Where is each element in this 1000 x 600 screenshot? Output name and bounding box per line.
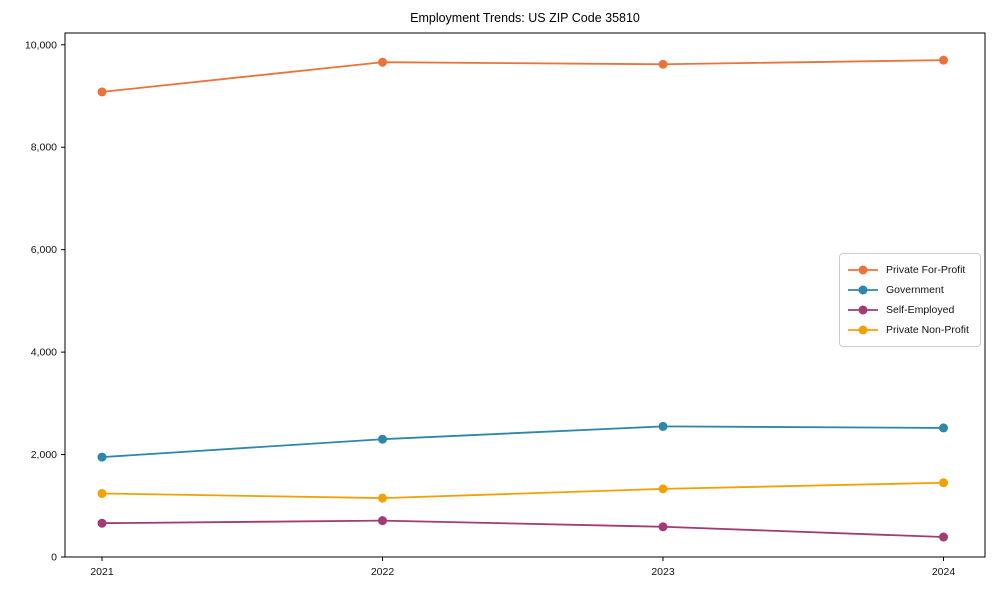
legend-label: Self-Employed	[886, 304, 955, 316]
legend-swatch-icon	[848, 265, 878, 275]
x-tick-label: 2023	[651, 566, 675, 578]
series-marker	[658, 59, 668, 69]
series-line	[101, 481, 945, 499]
y-tick-label: 2,000	[31, 449, 57, 461]
y-tick-label: 8,000	[31, 142, 57, 154]
chart-title: Employment Trends: US ZIP Code 35810	[410, 11, 640, 25]
x-tick-label: 2024	[932, 566, 956, 578]
series-line	[101, 519, 945, 538]
legend-item: Private For-Profit	[847, 260, 972, 280]
y-tick-label: 6,000	[31, 244, 57, 256]
legend-swatch-icon	[848, 285, 878, 295]
series-line	[101, 59, 945, 93]
legend-item: Government	[847, 280, 972, 300]
series-marker	[378, 516, 387, 526]
y-tick-label: 10,000	[25, 39, 57, 51]
legend-label: Private Non-Profit	[886, 324, 969, 336]
x-tick-label: 2021	[90, 566, 114, 578]
series-marker	[658, 484, 668, 494]
legend-swatch-icon	[848, 305, 878, 315]
series-marker	[378, 434, 387, 444]
y-tick-label: 0	[51, 552, 57, 564]
series-marker	[658, 421, 668, 431]
y-tick-label: 4,000	[31, 347, 57, 359]
series-marker	[97, 452, 107, 462]
series-marker	[939, 532, 948, 542]
series-marker	[939, 478, 948, 488]
legend-item: Private Non-Profit	[847, 320, 972, 340]
legend-item: Self-Employed	[847, 300, 972, 320]
legend-label: Government	[886, 284, 944, 296]
legend-label: Private For-Profit	[886, 264, 966, 276]
legend: Private For-Profit Government Self-Employe…	[839, 253, 981, 347]
series-marker	[97, 488, 107, 498]
series-marker	[939, 55, 948, 65]
x-tick-label: 2022	[371, 566, 395, 578]
series-marker	[939, 423, 948, 433]
series-marker	[658, 522, 668, 532]
series-marker	[97, 518, 107, 528]
series-marker	[378, 493, 387, 503]
series-line	[101, 425, 945, 459]
series-marker	[378, 57, 387, 67]
plot-frame	[64, 32, 986, 558]
legend-swatch-icon	[848, 325, 878, 335]
series-marker	[97, 87, 107, 97]
